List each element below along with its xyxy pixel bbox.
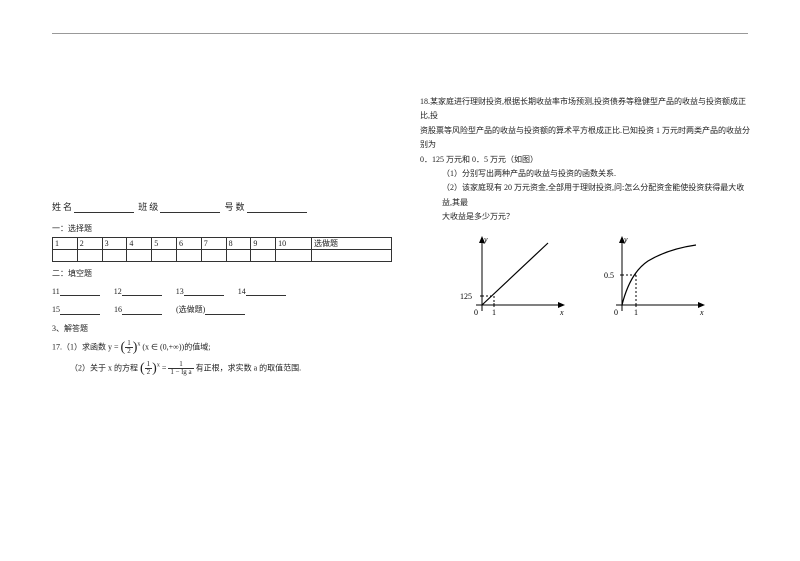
x-tick-label: 1 — [492, 308, 496, 317]
origin-label: 0 — [474, 308, 478, 317]
chart-right-svg: y x 0 1 0.5 — [600, 233, 710, 328]
x-axis-label: x — [559, 308, 564, 317]
y-tick-label: 0.125 — [460, 292, 472, 301]
question-18: 18.某家庭进行理财投资,根据长期收益率市场预测,投资债券等稳健型产品的收益与投… — [420, 95, 750, 225]
cell: 9 — [251, 238, 276, 250]
q17-yeq: y = — [108, 342, 119, 351]
cell: 6 — [176, 238, 201, 250]
cell: 10 — [276, 238, 312, 250]
q17-2-rhs: 11 − lg a — [168, 361, 193, 376]
frac-den: 2 — [145, 369, 153, 376]
chart-left: y x 0 1 0.125 — [460, 233, 570, 328]
frac-den: 2 — [125, 348, 133, 355]
cell — [77, 250, 102, 262]
fill-blank — [60, 306, 100, 315]
cell — [226, 250, 251, 262]
name-label: 姓名 — [52, 202, 74, 212]
fill-num: 16 — [114, 305, 122, 314]
cell — [127, 250, 152, 262]
q18-sub2a: （2）该家庭现有 20 万元资金,全部用于理财投资,问:怎么分配资金能使投资获得… — [420, 181, 750, 210]
cell: 5 — [152, 238, 177, 250]
x-axis-label: x — [699, 308, 704, 317]
question-17-2: （2）关于 x 的方程 ( 12 ) x = 11 − lg a 有正根，求实数… — [52, 361, 392, 376]
class-blank — [160, 204, 220, 213]
x-tick-label: 1 — [634, 308, 638, 317]
chart-row: y x 0 1 0.125 y x 0 1 0 — [460, 233, 750, 328]
student-header: 姓名 班级 号数 — [52, 200, 392, 213]
q17-fraction: ( 12 ) — [121, 340, 138, 355]
y-axis-label: y — [623, 235, 628, 244]
fill-num: 13 — [176, 287, 184, 296]
y-axis-label: y — [483, 235, 488, 244]
fill-num: 14 — [238, 287, 246, 296]
q18-line3: 0．125 万元和 0．5 万元（如图） — [420, 153, 750, 167]
cell — [251, 250, 276, 262]
q17-2-prefix: （2）关于 x 的方程 — [70, 363, 138, 372]
section-3-label: 3、解答题 — [52, 323, 392, 334]
frac-den: 1 − lg a — [168, 369, 193, 376]
section-2-label: 二：填空题 — [52, 268, 392, 279]
fill-row-2: 15 16 (选做题) — [52, 304, 392, 315]
cell — [102, 250, 127, 262]
name-blank — [74, 204, 134, 213]
cell: 选做题 — [312, 238, 392, 250]
class-label: 班级 — [138, 202, 160, 212]
fill-blank — [246, 287, 286, 296]
fill-extra: (选做题) — [176, 305, 205, 314]
fill-num: 15 — [52, 305, 60, 314]
cell — [312, 250, 392, 262]
q18-sub2b: 大收益是多少万元？ — [420, 210, 750, 224]
left-column: 姓名 班级 号数 一：选择题 1 2 3 4 5 6 7 8 9 10 选做题 … — [52, 200, 392, 382]
q17-2-lhs: ( 12 ) — [140, 361, 157, 376]
fill-blank — [60, 287, 100, 296]
chart-left-svg: y x 0 1 0.125 — [460, 233, 570, 328]
fill-num: 12 — [114, 287, 122, 296]
fill-row-1: 11 12 13 14 — [52, 287, 392, 296]
chart-right: y x 0 1 0.5 — [600, 233, 710, 328]
cell — [276, 250, 312, 262]
cell: 1 — [53, 238, 78, 250]
section-1-label: 一：选择题 — [52, 223, 392, 234]
cell: 7 — [201, 238, 226, 250]
fill-blank — [122, 306, 162, 315]
cell — [176, 250, 201, 262]
y-tick-label: 0.5 — [604, 271, 614, 280]
cell: 2 — [77, 238, 102, 250]
right-column: 18.某家庭进行理财投资,根据长期收益率市场预测,投资债券等稳健型产品的收益与投… — [420, 95, 750, 328]
page-rule-left — [52, 33, 748, 34]
answer-table: 1 2 3 4 5 6 7 8 9 10 选做题 — [52, 237, 392, 262]
fill-blank — [184, 287, 224, 296]
q17-prefix: 17.（1）求函数 — [52, 342, 106, 351]
table-row — [53, 250, 392, 262]
cell — [201, 250, 226, 262]
cell: 3 — [102, 238, 127, 250]
number-label: 号数 — [225, 202, 247, 212]
fill-blank — [205, 306, 245, 315]
question-17-1: 17.（1）求函数 y = ( 12 ) x (x ∈ (0,+∞))的值域; — [52, 340, 392, 355]
q17-domain: (x ∈ (0,+∞))的值域; — [142, 342, 210, 351]
cell — [152, 250, 177, 262]
origin-label: 0 — [614, 308, 618, 317]
cell: 4 — [127, 238, 152, 250]
q18-line1: 18.某家庭进行理财投资,根据长期收益率市场预测,投资债券等稳健型产品的收益与投… — [420, 95, 750, 124]
fill-blank — [122, 287, 162, 296]
q17-exp: x — [137, 342, 140, 348]
q18-sub1: （1）分别写出两种产品的收益与投资的函数关系. — [420, 167, 750, 181]
cell: 8 — [226, 238, 251, 250]
table-row: 1 2 3 4 5 6 7 8 9 10 选做题 — [53, 238, 392, 250]
q17-2-suffix: 有正根，求实数 a 的取值范围. — [196, 363, 302, 372]
number-blank — [247, 204, 307, 213]
q17-2-exp: x — [157, 363, 160, 369]
q17-2-eq: = — [162, 363, 167, 372]
fill-num: 11 — [52, 287, 60, 296]
cell — [53, 250, 78, 262]
q18-line2: 资股票等风险型产品的收益与投资额的算术平方根成正比.已知投资 1 万元时两类产品… — [420, 124, 750, 153]
